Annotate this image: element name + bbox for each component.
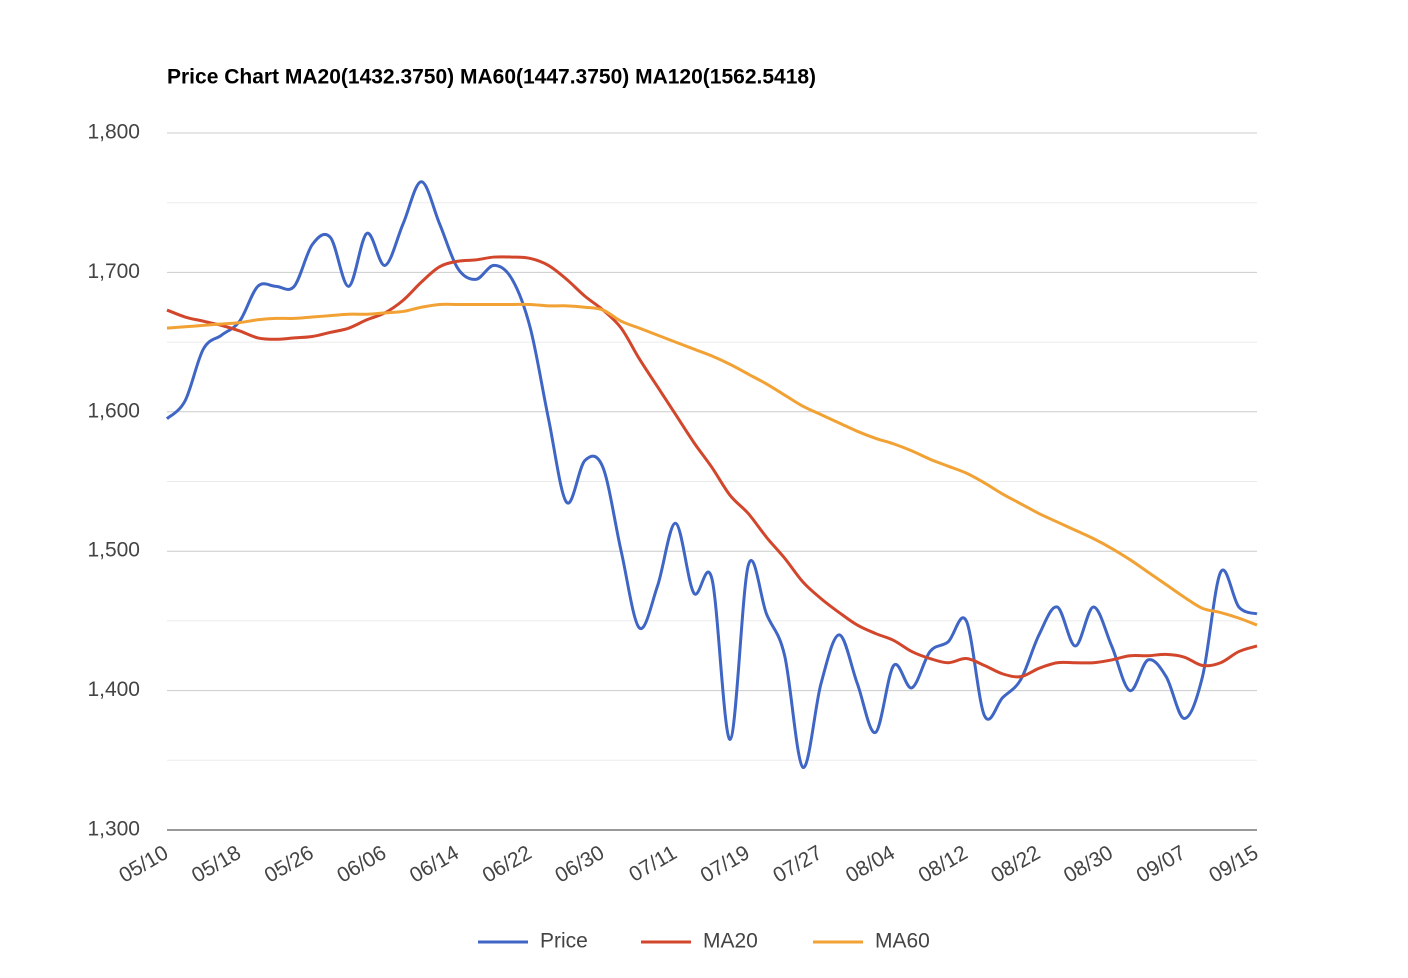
x-tick-label: 05/26 <box>261 841 318 887</box>
legend-label: MA60 <box>875 930 930 953</box>
x-tick-label: 09/07 <box>1133 841 1190 887</box>
x-tick-label: 06/30 <box>551 841 608 887</box>
chart-title: Price Chart MA20(1432.3750) MA60(1447.37… <box>167 66 816 89</box>
y-tick-label: 1,700 <box>87 260 140 283</box>
line-series <box>165 180 1258 769</box>
x-tick-label: 08/04 <box>842 841 899 887</box>
x-tick-label: 06/22 <box>479 841 536 887</box>
x-tick-label: 08/22 <box>987 841 1044 887</box>
y-tick-label: 1,800 <box>87 121 140 144</box>
x-tick-label: 06/14 <box>406 841 463 887</box>
x-tick-label: 09/15 <box>1205 841 1262 887</box>
x-tick-label: 06/06 <box>333 841 390 887</box>
y-tick-label: 1,400 <box>87 678 140 701</box>
legend-label: MA20 <box>703 930 758 953</box>
x-tick-label: 05/10 <box>115 841 172 887</box>
x-tick-label: 05/18 <box>188 841 245 887</box>
x-tick-label: 08/30 <box>1060 841 1117 887</box>
x-tick-label: 07/19 <box>697 841 754 887</box>
y-tick-label: 1,300 <box>87 818 140 841</box>
x-tick-label: 07/11 <box>625 841 681 886</box>
x-tick-label: 07/27 <box>769 841 826 887</box>
y-tick-label: 1,600 <box>87 399 140 422</box>
y-tick-label: 1,500 <box>87 539 140 562</box>
x-tick-label: 08/12 <box>915 841 972 887</box>
legend-label: Price <box>540 930 588 953</box>
line-series <box>166 255 1258 679</box>
line-series <box>166 302 1258 627</box>
